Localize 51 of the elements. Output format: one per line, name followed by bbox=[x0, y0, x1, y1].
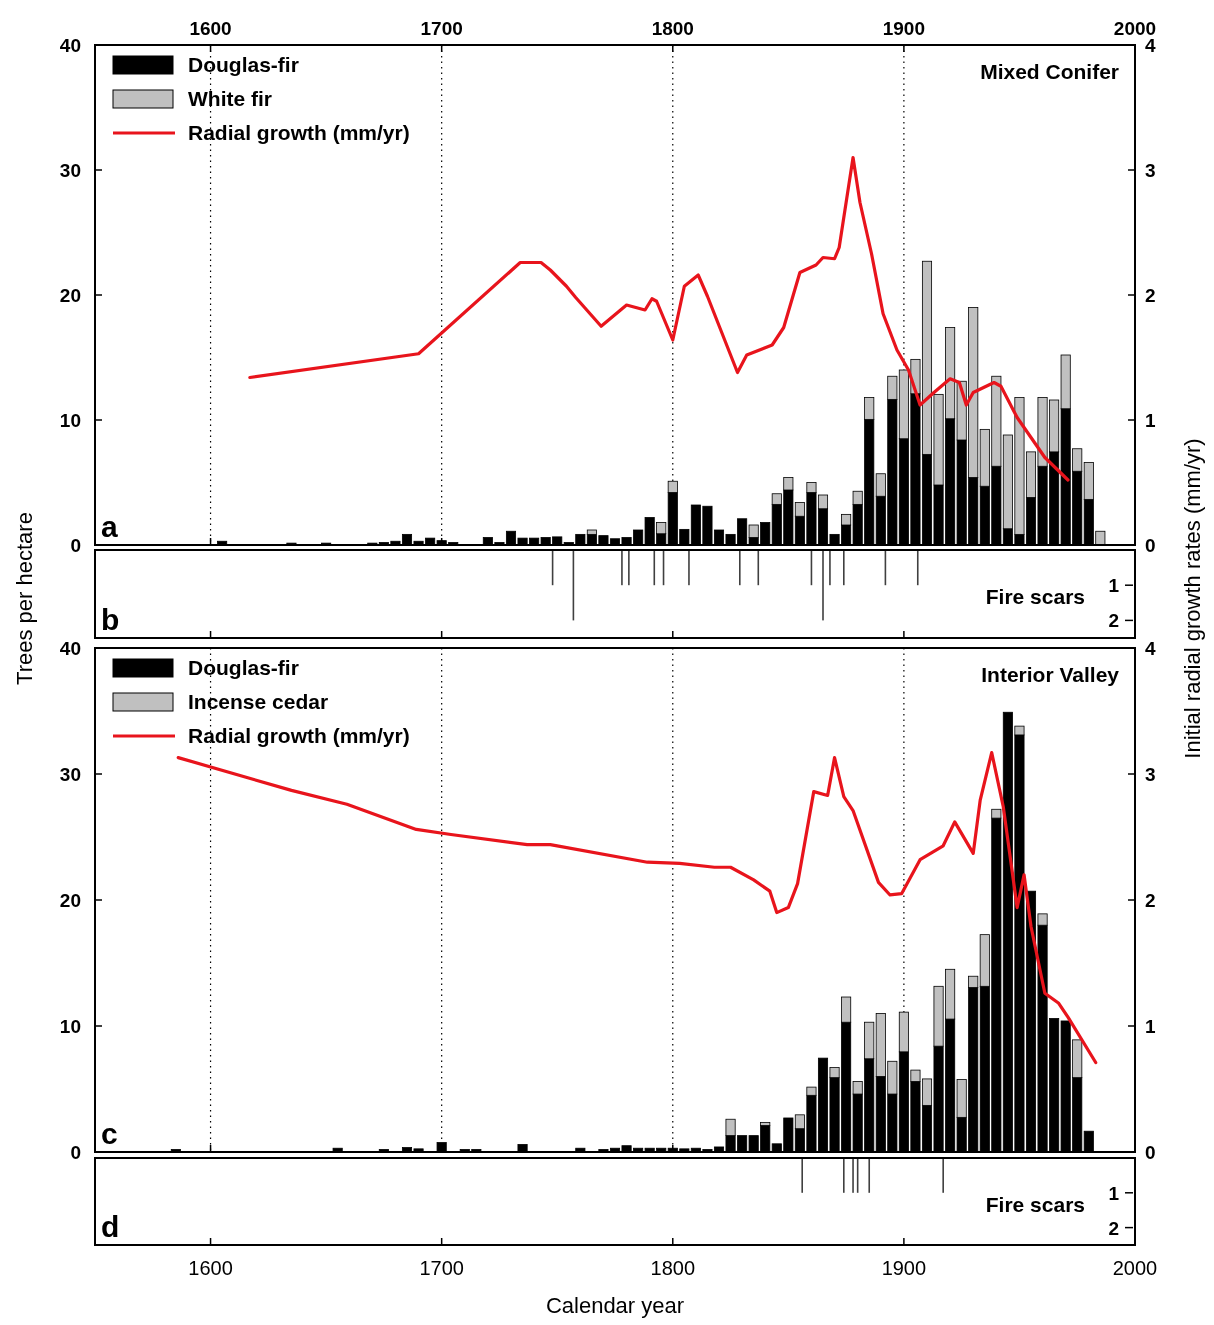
y2-tick-label: 1 bbox=[1108, 575, 1120, 597]
x2-tick-label: 1600 bbox=[189, 18, 232, 39]
annotation: Fire scars bbox=[985, 585, 1085, 608]
annotation: c bbox=[101, 1117, 118, 1150]
y2-tick-label: 0 bbox=[1145, 535, 1156, 556]
legend-label: Radial growth (mm/yr) bbox=[188, 724, 410, 747]
legend-label: Douglas-fir bbox=[188, 656, 299, 679]
annotation: a bbox=[101, 510, 118, 543]
annotation: Mixed Conifer bbox=[980, 60, 1119, 83]
annotation: b bbox=[101, 603, 120, 636]
x2-tick-label: 1900 bbox=[882, 18, 926, 39]
x2-tick-label: 1800 bbox=[651, 18, 694, 39]
y-tick-label: 20 bbox=[59, 890, 81, 911]
y2-tick-label: 2 bbox=[1108, 610, 1119, 632]
y2-tick-label: 4 bbox=[1145, 638, 1156, 659]
legend-label: White fir bbox=[188, 87, 272, 110]
x-tick-label: 1900 bbox=[881, 1257, 927, 1279]
annotation: Interior Valley bbox=[981, 663, 1120, 686]
annotation: d bbox=[101, 1210, 120, 1243]
y2-tick-label: 2 bbox=[1145, 890, 1156, 911]
y-tick-label: 0 bbox=[70, 1142, 81, 1163]
y2-tick-label: 2 bbox=[1108, 1217, 1119, 1239]
legend-label: Douglas-fir bbox=[188, 53, 299, 76]
x2-tick-label: 1700 bbox=[420, 18, 463, 39]
y-tick-label: 30 bbox=[59, 764, 81, 785]
y2-tick-label: 3 bbox=[1145, 764, 1156, 785]
x-tick-label: 1600 bbox=[188, 1257, 233, 1279]
y2-axis-title: Initial radial growth rates (mm/yr) bbox=[1180, 438, 1205, 759]
line-series bbox=[248, 155, 1070, 482]
y2-tick-label: 3 bbox=[1145, 160, 1156, 181]
y2-tick-label: 0 bbox=[1145, 1142, 1156, 1163]
y-tick-label: 0 bbox=[70, 535, 81, 556]
annotation: Fire scars bbox=[985, 1192, 1085, 1216]
y2-tick-label: 1 bbox=[1145, 410, 1156, 431]
y2-tick-label: 1 bbox=[1108, 1182, 1120, 1204]
y-tick-label: 20 bbox=[59, 285, 81, 306]
y-tick-label: 10 bbox=[59, 410, 81, 431]
y2-tick-label: 2 bbox=[1145, 285, 1156, 306]
y-axis-title: Trees per hectare bbox=[12, 512, 37, 685]
x-tick-label: 2000 bbox=[1112, 1257, 1158, 1279]
y-tick-label: 10 bbox=[59, 1016, 81, 1037]
y-tick-label: 40 bbox=[59, 35, 81, 56]
y-tick-label: 40 bbox=[59, 638, 81, 659]
x-tick-label: 1800 bbox=[650, 1257, 696, 1279]
x-tick-label: 1700 bbox=[419, 1257, 464, 1279]
y2-tick-label: 1 bbox=[1145, 1016, 1156, 1037]
legend-label: Radial growth (mm/yr) bbox=[188, 121, 410, 144]
line-series bbox=[176, 750, 1098, 1065]
legend-label: Incense cedar bbox=[188, 690, 329, 713]
y-tick-label: 30 bbox=[59, 160, 81, 181]
x-axis-title: Calendar year bbox=[545, 1293, 685, 1318]
